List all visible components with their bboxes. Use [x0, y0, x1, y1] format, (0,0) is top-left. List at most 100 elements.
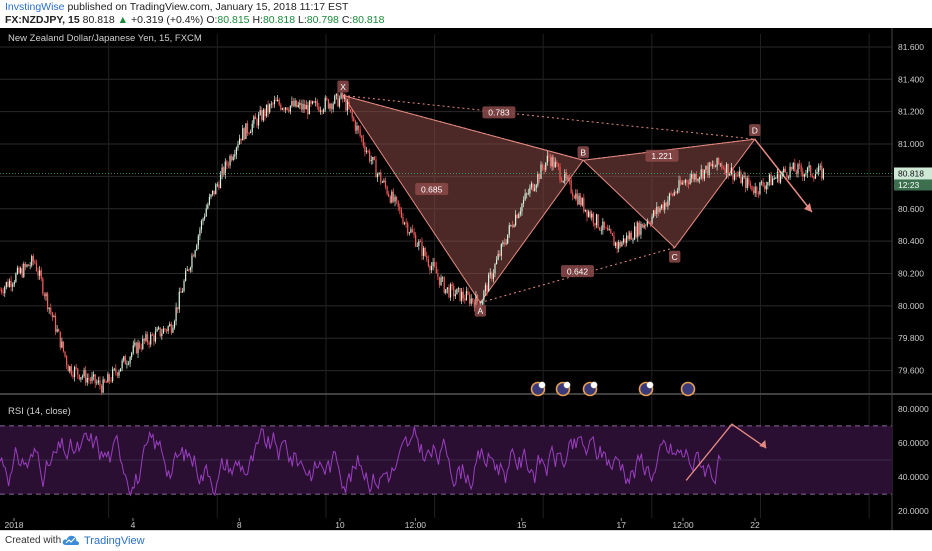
candle-body: [670, 193, 672, 195]
candle-body: [154, 331, 157, 342]
candle-body: [197, 235, 199, 246]
candle-body: [697, 178, 699, 181]
candle-body: [116, 372, 118, 376]
candle-body: [792, 163, 794, 170]
candle-body: [227, 165, 230, 167]
candle-body: [557, 163, 560, 167]
candle-body: [681, 182, 683, 185]
candle-body: [256, 119, 258, 126]
candle-body: [638, 222, 640, 235]
candle-body: [591, 213, 593, 218]
candle-body: [662, 204, 664, 210]
candle-body: [13, 282, 15, 285]
candle-body: [702, 169, 704, 179]
candle-body: [475, 295, 477, 308]
candle-body: [40, 270, 42, 279]
candle-body: [489, 272, 491, 275]
candle-body: [730, 167, 732, 175]
candle-body: [405, 222, 407, 224]
candle-body: [75, 367, 77, 369]
candle-body: [269, 104, 271, 113]
candle-body: [553, 157, 555, 168]
candle-body: [613, 235, 615, 246]
rsi-series: [0, 423, 767, 497]
open-label: O:: [206, 14, 218, 26]
tradingview-brand-link[interactable]: TradingView: [84, 535, 145, 547]
candle-body: [586, 209, 588, 217]
high-label: H:: [252, 14, 263, 26]
candle-body: [338, 98, 341, 107]
candle-body: [470, 298, 472, 304]
candle-body: [380, 172, 382, 183]
candle-body: [775, 178, 777, 179]
candle-body: [426, 255, 428, 260]
candle-body: [749, 184, 752, 186]
pattern-point-c: C: [672, 252, 678, 262]
candle-body: [819, 165, 821, 167]
candle-body: [289, 105, 291, 112]
event-markers[interactable]: [530, 381, 696, 397]
candle-body: [787, 177, 790, 178]
ratio-label-abc: 0.642: [567, 266, 589, 276]
candle-body: [151, 334, 153, 336]
candle-body: [643, 225, 645, 228]
candle-body: [448, 287, 450, 298]
candle-body: [783, 168, 785, 173]
candle-body: [161, 333, 163, 336]
candle-body: [451, 284, 453, 287]
candle-body: [646, 221, 648, 226]
candle-body: [16, 267, 19, 274]
candle-body: [481, 300, 483, 306]
candle-body: [476, 295, 479, 303]
author-link[interactable]: InvstingWise: [5, 1, 65, 13]
pattern-labels: X A B C D 0.685 0.783 1.221 0.642: [0, 80, 892, 317]
candle-body: [181, 291, 184, 293]
candle-body: [538, 173, 541, 179]
candle-body: [396, 196, 398, 201]
candle-body: [549, 157, 552, 167]
candle-body: [752, 190, 755, 194]
ratio-label-xad-bg: [482, 106, 516, 119]
candle-body: [570, 179, 572, 193]
harmonic-pattern[interactable]: [341, 94, 813, 304]
candle-body: [145, 334, 147, 341]
candle-body: [822, 169, 824, 179]
candle-body: [415, 235, 417, 247]
candle-body: [789, 166, 791, 178]
ratio-label-abcd: 1.221: [651, 151, 673, 161]
candle-body: [421, 241, 423, 256]
candle-body: [684, 180, 686, 184]
candle-body: [562, 181, 564, 183]
chart-canvas[interactable]: X A B C D 0.685 0.783 1.221 0.642 79.600 79.800 80…: [0, 28, 932, 530]
candle-body: [172, 327, 174, 333]
candle-body: [778, 171, 780, 183]
price-tick-label: 79.600: [898, 366, 924, 376]
candle-body: [215, 184, 217, 195]
candle-body: [794, 163, 796, 172]
candle-body: [280, 104, 282, 110]
candle-body: [196, 245, 198, 251]
candle-body: [299, 102, 301, 105]
candle-body: [105, 382, 107, 383]
candle-body: [126, 363, 128, 365]
candle-body: [729, 174, 731, 176]
candle-body: [367, 150, 369, 152]
candle-body: [83, 370, 85, 377]
candle-body: [587, 211, 590, 217]
candle-body: [56, 329, 58, 332]
candle-body: [8, 280, 11, 287]
candle-body: [700, 169, 702, 178]
price-axis[interactable]: 79.600 79.800 80.000 80.200 80.400 80.600 80.8…: [894, 42, 932, 516]
candle-body: [148, 342, 150, 345]
time-axis[interactable]: 2018 4 8 10 12:00 15 17 12:00 22: [5, 518, 761, 530]
candle-body: [399, 206, 401, 210]
candle-body: [97, 380, 99, 383]
price-change: +0.319 (+0.4%): [131, 14, 204, 26]
open-value: 80.815: [217, 14, 250, 26]
candle-body: [713, 164, 715, 167]
candle-body: [733, 174, 736, 180]
candle-body: [113, 368, 115, 370]
candle-body: [614, 242, 617, 246]
candle-body: [254, 116, 257, 120]
candle-body: [529, 187, 531, 194]
